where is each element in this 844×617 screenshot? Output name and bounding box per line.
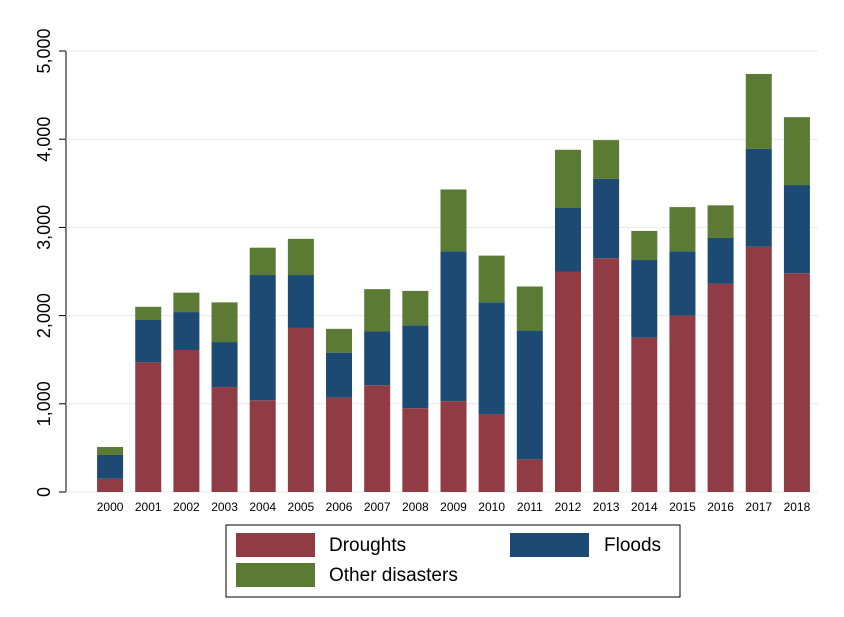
legend-swatch <box>510 533 589 557</box>
x-tick-label: 2004 <box>249 500 276 514</box>
x-tick-label: 2010 <box>478 500 505 514</box>
x-tick-label: 2008 <box>402 500 429 514</box>
x-tick-label: 2003 <box>211 500 238 514</box>
bar-segment <box>669 207 696 252</box>
bar-segment <box>478 302 505 415</box>
bar-segment <box>287 327 314 492</box>
y-tick-label: 1,000 <box>34 381 54 426</box>
legend-swatch <box>236 563 315 587</box>
bar-segment <box>745 73 772 149</box>
bar-segment <box>135 362 162 492</box>
bar-segment <box>707 283 734 492</box>
bar-segment <box>364 385 391 492</box>
bar-segment <box>287 275 314 328</box>
bar-segment <box>478 414 505 492</box>
bar-segment <box>745 148 772 247</box>
bar-segment <box>707 237 734 284</box>
x-tick-label: 2006 <box>326 500 353 514</box>
bar-segment <box>440 251 467 402</box>
bar-segment <box>97 478 124 492</box>
y-tick-label: 5,000 <box>34 28 54 73</box>
bar-segment <box>554 149 581 208</box>
x-tick-label: 2011 <box>517 500 543 514</box>
bar-segment <box>440 401 467 492</box>
bar-segment <box>211 302 238 343</box>
bar-segment <box>402 290 429 326</box>
bar-segment <box>516 286 543 331</box>
legend-label: Droughts <box>329 535 406 556</box>
bar-segment <box>249 400 276 492</box>
bar-segment <box>783 185 810 274</box>
bar-segment <box>669 315 696 492</box>
bar-segment <box>516 459 543 492</box>
x-tick-label: 2018 <box>784 500 811 514</box>
x-tick-label: 2001 <box>135 500 162 514</box>
y-tick-label: 0 <box>34 487 54 497</box>
bar-segment <box>631 337 658 492</box>
bar-segment <box>631 230 658 261</box>
x-tick-label: 2015 <box>669 500 696 514</box>
x-tick-label: 2012 <box>555 500 582 514</box>
bar-segment <box>364 289 391 332</box>
y-tick-label: 3,000 <box>34 205 54 250</box>
x-tick-label: 2013 <box>593 500 620 514</box>
y-tick-label: 4,000 <box>34 117 54 162</box>
bar-segment <box>249 247 276 276</box>
bar-segment <box>287 238 314 276</box>
bar-segment <box>440 189 467 252</box>
x-tick-label: 2002 <box>173 500 200 514</box>
bar-segment <box>783 117 810 186</box>
bar-segment <box>554 271 581 492</box>
bar-segment <box>402 325 429 409</box>
bar-segment <box>97 447 124 455</box>
bar-segment <box>173 292 200 313</box>
bar-segment <box>326 352 353 398</box>
x-tick-label: 2007 <box>364 500 391 514</box>
bar-segment <box>211 387 238 492</box>
bar-segment <box>97 454 124 479</box>
bar-segment <box>326 397 353 492</box>
bar-segment <box>173 312 200 350</box>
bar-segment <box>135 306 162 321</box>
bar-segment <box>211 342 238 388</box>
x-tick-label: 2000 <box>97 500 124 514</box>
x-tick-label: 2005 <box>288 500 315 514</box>
bar-segment <box>783 273 810 492</box>
bar-segment <box>326 328 353 353</box>
bar-segment <box>593 140 620 179</box>
bar-segment <box>364 331 391 386</box>
bar-segment <box>707 205 734 238</box>
legend-label: Floods <box>604 535 661 556</box>
legend-label: Other disasters <box>329 565 458 586</box>
bar-segment <box>135 320 162 363</box>
x-tick-label: 2017 <box>745 500 772 514</box>
bar-segment <box>593 178 620 259</box>
bar-segment <box>593 258 620 492</box>
bar-segment <box>669 251 696 316</box>
x-tick-label: 2014 <box>631 500 658 514</box>
bar-segment <box>478 255 505 303</box>
legend-swatch <box>236 533 315 557</box>
bar-segment <box>516 330 543 460</box>
bar-segment <box>402 408 429 492</box>
y-tick-label: 2,000 <box>34 293 54 338</box>
x-tick-label: 2009 <box>440 500 467 514</box>
bar-segment <box>173 349 200 492</box>
bar-segment <box>249 275 276 401</box>
bar-segment <box>554 207 581 272</box>
bar-segment <box>745 246 772 492</box>
bar-segment <box>631 260 658 338</box>
x-tick-label: 2016 <box>707 500 734 514</box>
